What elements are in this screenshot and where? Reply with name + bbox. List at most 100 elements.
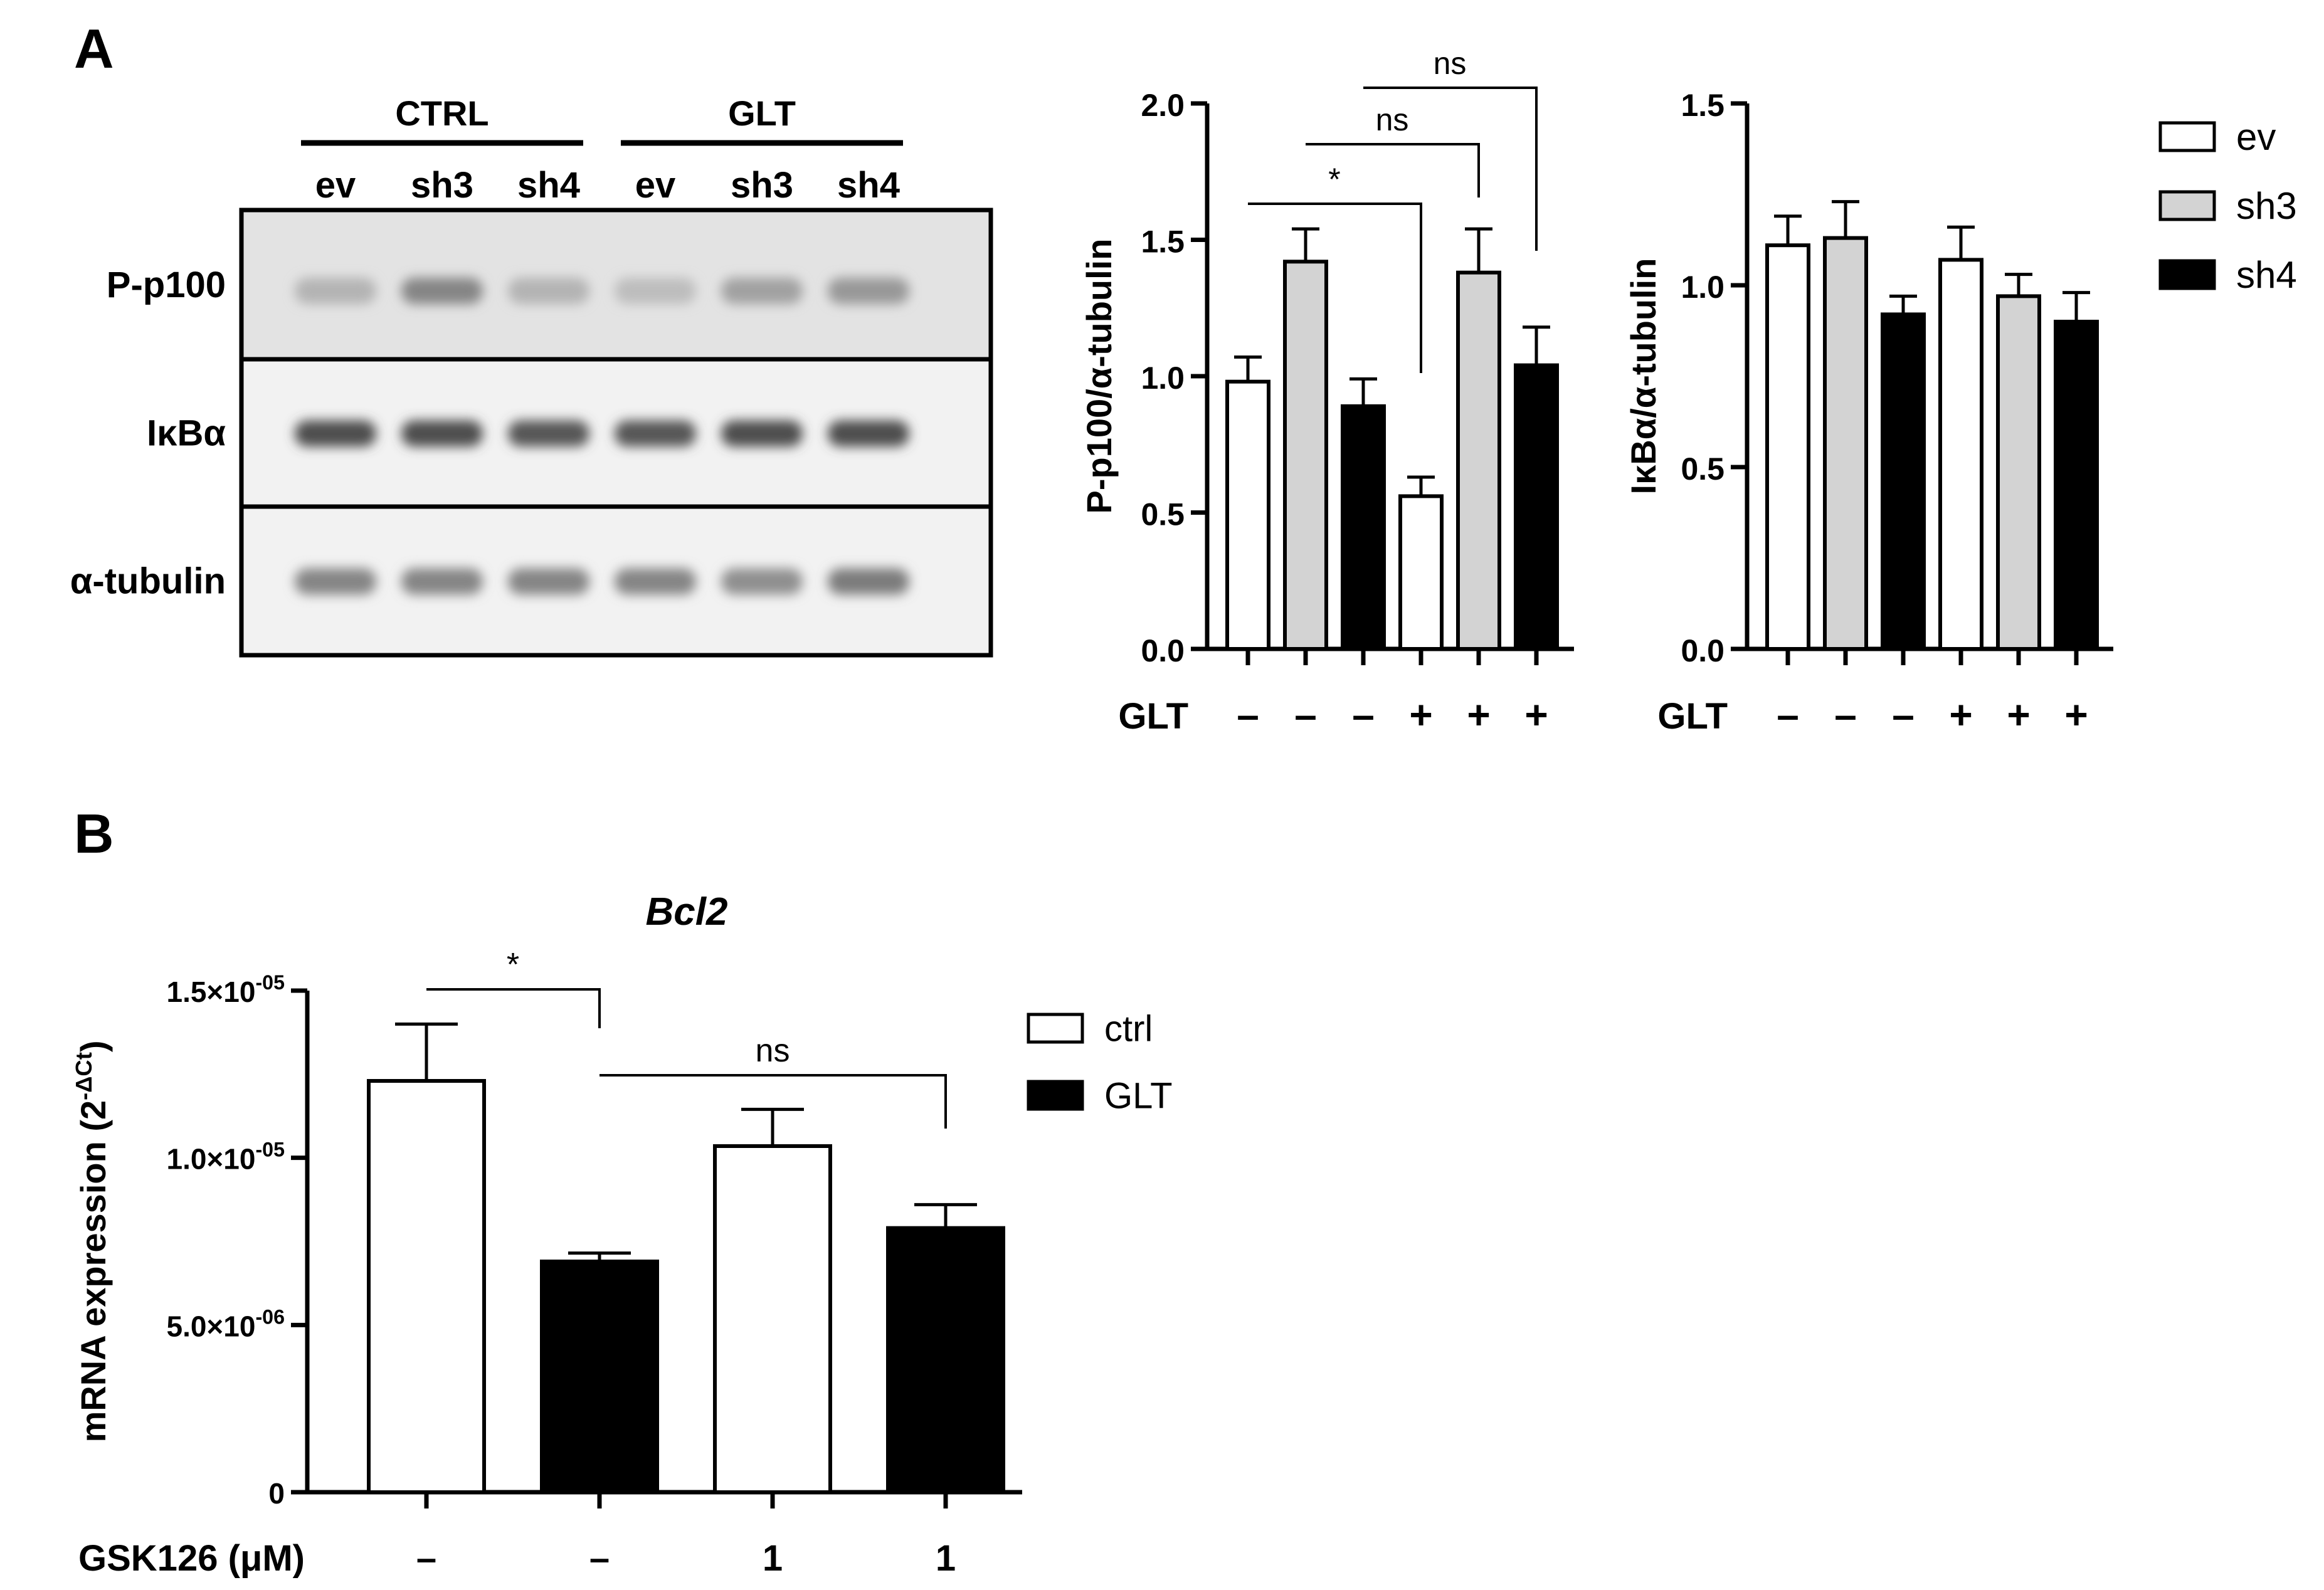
y-tick-label: 0.5 bbox=[1681, 451, 1725, 487]
x-row-label: GLT bbox=[1118, 696, 1188, 737]
legend-panel-b: ctrl GLT bbox=[1027, 1008, 1173, 1116]
blot-band bbox=[615, 420, 696, 447]
y-axis-label: IκBα/α-tubulin bbox=[1624, 258, 1663, 495]
blot-lane-label: sh4 bbox=[837, 165, 900, 206]
legend-label: ctrl bbox=[1104, 1008, 1153, 1049]
significance-bracket bbox=[1248, 203, 1422, 373]
chart-bcl2-title: Bcl2 bbox=[646, 890, 728, 934]
bar bbox=[1996, 294, 2041, 651]
blot-lane-label: sh4 bbox=[517, 165, 580, 206]
bar bbox=[540, 1260, 659, 1494]
bar bbox=[367, 1079, 486, 1494]
y-tick-label: 0 bbox=[268, 1477, 285, 1510]
blot-band bbox=[401, 278, 483, 304]
bar bbox=[1823, 236, 1868, 651]
blot-band bbox=[615, 278, 696, 304]
x-category-label: + bbox=[2007, 692, 2030, 737]
bar bbox=[1938, 258, 1983, 651]
y-tick-label: 5.0×10-06 bbox=[166, 1305, 285, 1342]
y-tick-label: 1.5 bbox=[1681, 88, 1725, 123]
y-tick-label: 1.0 bbox=[1141, 361, 1185, 396]
legend-label: sh3 bbox=[2236, 185, 2297, 227]
legend-swatch bbox=[1027, 1080, 1084, 1111]
blot-band bbox=[828, 278, 909, 304]
significance-bracket bbox=[426, 988, 601, 1028]
significance-bracket bbox=[1306, 143, 1480, 197]
blot-band bbox=[508, 420, 589, 447]
blot-group-label: CTRL bbox=[395, 93, 489, 133]
significance-label: * bbox=[507, 947, 519, 983]
x-category-label: – bbox=[416, 1538, 436, 1579]
blot-band bbox=[401, 420, 483, 447]
significance-bracket bbox=[1363, 87, 1538, 251]
bar bbox=[1341, 404, 1386, 651]
significance-bracket bbox=[599, 1074, 947, 1129]
bar bbox=[1398, 494, 1444, 651]
y-tick-label: 1.0 bbox=[1681, 270, 1725, 305]
blot-band bbox=[615, 568, 696, 595]
bar bbox=[1881, 312, 1926, 651]
x-category-label: – bbox=[1834, 692, 1857, 737]
y-tick-label: 0.5 bbox=[1141, 497, 1185, 532]
blot-row-label: α-tubulin bbox=[70, 561, 226, 602]
blot-band bbox=[295, 420, 376, 447]
x-category-label: + bbox=[1524, 692, 1548, 737]
blot-lane-label: sh3 bbox=[411, 165, 473, 206]
legend-label: ev bbox=[2236, 116, 2276, 158]
x-category-label: – bbox=[1352, 692, 1375, 737]
blot-row-label: IκBα bbox=[147, 413, 226, 454]
x-row-label: GLT bbox=[1657, 696, 1728, 737]
bar bbox=[1225, 379, 1270, 651]
x-category-label: – bbox=[1294, 692, 1317, 737]
legend-label: sh4 bbox=[2236, 254, 2297, 296]
western-blot: CTRL ev sh3 sh4 GLT ev sh3 sh4 P-p100 IκBα α-tubul… bbox=[70, 93, 993, 658]
y-axis-label: P-p100/α-tubulin bbox=[1079, 239, 1119, 514]
x-category-label: – bbox=[1892, 692, 1915, 737]
bar bbox=[2054, 320, 2099, 651]
bar bbox=[1283, 260, 1328, 651]
y-tick-label: 1.0×10-05 bbox=[166, 1139, 285, 1176]
blot-band bbox=[828, 568, 909, 595]
blot-lane-label: ev bbox=[635, 165, 676, 206]
blot-band bbox=[721, 278, 803, 304]
blot-band bbox=[295, 278, 376, 304]
significance-label: ns bbox=[1434, 46, 1467, 81]
blot-band bbox=[401, 568, 483, 595]
x-category-label: – bbox=[589, 1538, 610, 1579]
x-category-label: – bbox=[1777, 692, 1799, 737]
blot-lane-label: ev bbox=[315, 165, 356, 206]
blot-band bbox=[295, 568, 376, 595]
y-tick-label: 1.5 bbox=[1141, 224, 1185, 260]
blot-band bbox=[828, 420, 909, 447]
blot-row-label: P-p100 bbox=[107, 265, 226, 305]
x-category-label: + bbox=[2064, 692, 2088, 737]
significance-label: * bbox=[1328, 162, 1340, 197]
x-category-label: 1 bbox=[763, 1538, 783, 1579]
bar bbox=[886, 1226, 1005, 1494]
legend-swatch bbox=[2158, 121, 2216, 152]
blot-band bbox=[508, 278, 589, 304]
legend-swatch bbox=[1027, 1013, 1084, 1044]
x-category-label: + bbox=[1467, 692, 1490, 737]
blot-band bbox=[721, 568, 803, 595]
x-category-label: + bbox=[1949, 692, 1972, 737]
y-tick-label: 2.0 bbox=[1141, 88, 1185, 123]
chart-bcl2: 0 5.0×10-06 1.0×10-05 1.5×10-05 – – 1 1 GSK126 (… bbox=[71, 947, 1022, 1579]
legend-swatch bbox=[2158, 259, 2216, 290]
significance-label: ns bbox=[1376, 102, 1409, 137]
chart-p-p100: 0.00.51.01.52.0– – – + + +GLTP-p100/α-tubulin… bbox=[1079, 46, 1574, 737]
x-category-label: + bbox=[1409, 692, 1432, 737]
x-category-label: 1 bbox=[936, 1538, 956, 1579]
blot-band bbox=[721, 420, 803, 447]
y-tick-label: 0.0 bbox=[1141, 633, 1185, 668]
x-category-label: – bbox=[1237, 692, 1259, 737]
bar bbox=[713, 1144, 832, 1494]
y-tick-label: 0.0 bbox=[1681, 633, 1725, 668]
panel-label-b: B bbox=[74, 803, 114, 865]
y-tick-label: 1.5×10-05 bbox=[166, 971, 285, 1008]
panel-label-a: A bbox=[74, 18, 114, 80]
bar bbox=[1765, 243, 1810, 651]
legend-label: GLT bbox=[1104, 1075, 1173, 1116]
